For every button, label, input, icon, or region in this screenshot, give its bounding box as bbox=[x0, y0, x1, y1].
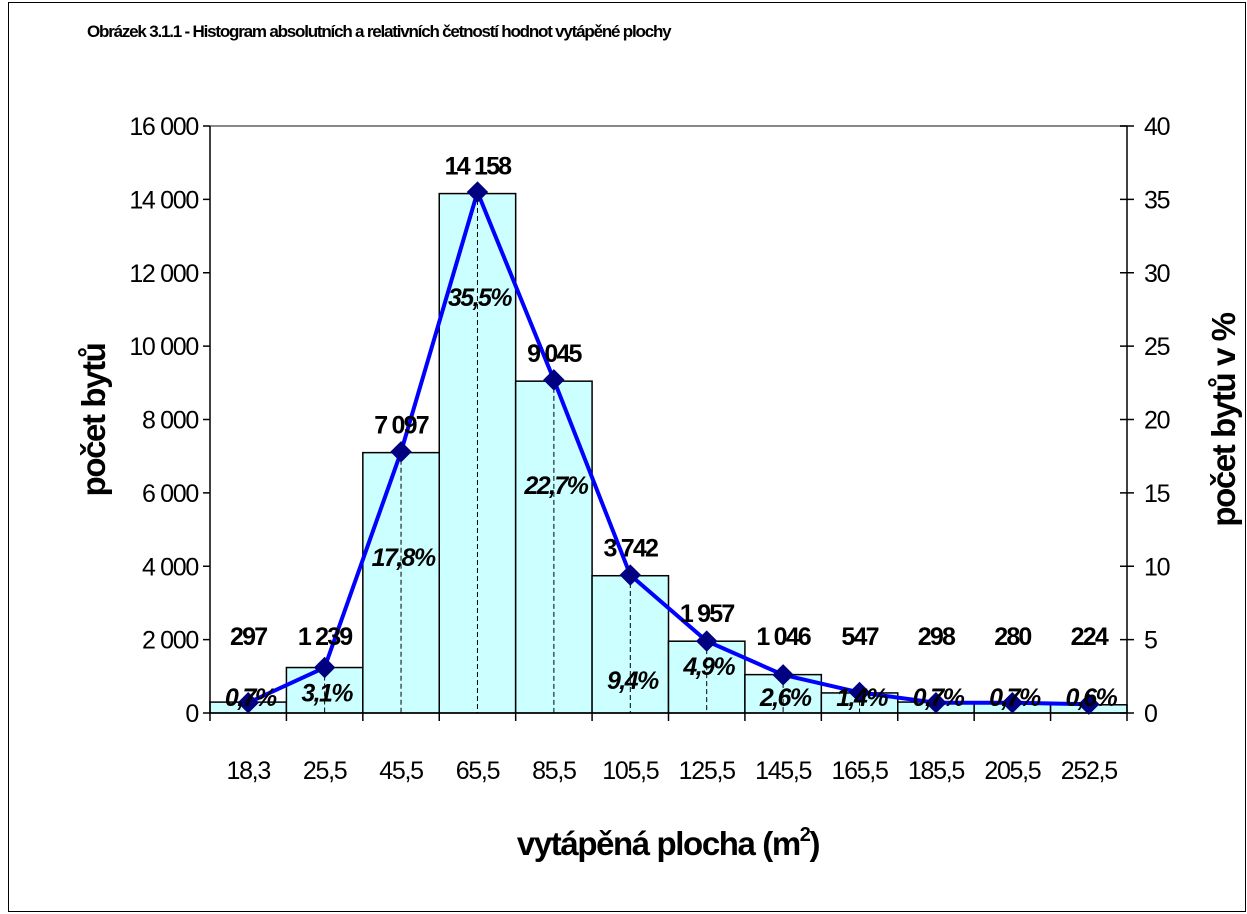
percent-marker-3 bbox=[466, 181, 489, 203]
y2-tick-label-8: 40 bbox=[1144, 113, 1170, 141]
percent-label-7: 2,6% bbox=[759, 684, 812, 712]
percent-label-9: 0,7% bbox=[913, 684, 965, 712]
count-label-6: 1 957 bbox=[680, 600, 734, 628]
count-label-7: 1 046 bbox=[756, 623, 810, 651]
x-axis-title-main: vytápěná plocha (m bbox=[517, 825, 800, 862]
x-axis-title-sup: 2 bbox=[800, 824, 811, 846]
count-label-9: 298 bbox=[918, 623, 956, 651]
percent-label-4: 22,7% bbox=[523, 472, 588, 500]
count-label-5: 3 742 bbox=[604, 535, 658, 563]
chart-title: Obrázek 3.1.1 - Histogram absolutních a … bbox=[87, 22, 672, 41]
y-tick-label-4: 8 000 bbox=[142, 407, 198, 435]
count-label-3: 14 158 bbox=[445, 153, 513, 181]
percent-marker-8 bbox=[848, 681, 871, 704]
y2-tick-label-7: 35 bbox=[1144, 186, 1170, 214]
percent-label-3: 35,5% bbox=[448, 284, 512, 312]
percent-marker-10 bbox=[1001, 692, 1024, 714]
percent-label-0: 0,7% bbox=[225, 684, 277, 712]
y2-tick-label-2: 10 bbox=[1144, 553, 1170, 581]
percent-marker-9 bbox=[925, 692, 947, 714]
percent-label-6: 4,9% bbox=[682, 653, 735, 681]
count-label-4: 9 045 bbox=[527, 340, 582, 368]
count-label-2: 7 097 bbox=[374, 412, 428, 440]
x-tick-label-6: 125,5 bbox=[679, 757, 735, 785]
y2-tick-label-5: 25 bbox=[1144, 333, 1170, 361]
y-tick-label-1: 2 000 bbox=[142, 627, 198, 655]
percent-marker-11 bbox=[1078, 693, 1100, 715]
x-tick-label-0: 18,3 bbox=[226, 757, 270, 785]
count-label-11: 224 bbox=[1071, 623, 1109, 651]
y-tick-label-7: 14 000 bbox=[129, 186, 198, 214]
y-tick-label-5: 10 000 bbox=[129, 333, 198, 361]
labels-layer: 297 1 239 7 097 14 158 9 045 3 742 1 957 1 046 5… bbox=[225, 153, 1119, 712]
x-tick-label-4: 85,5 bbox=[532, 757, 576, 785]
y2-tick-label-0: 0 bbox=[1144, 700, 1157, 728]
percent-marker-7 bbox=[772, 664, 794, 686]
x-tick-label-5: 105,5 bbox=[602, 757, 658, 785]
y-tick-label-6: 12 000 bbox=[129, 260, 198, 288]
count-label-1: 1 239 bbox=[298, 623, 352, 651]
x-tick-label-2: 45,5 bbox=[379, 757, 423, 785]
x-tick-label-10: 205,5 bbox=[984, 757, 1040, 785]
percent-label-1: 3,1% bbox=[301, 680, 353, 708]
y-axis-title: počet bytů bbox=[75, 344, 112, 497]
percent-line bbox=[247, 190, 1089, 707]
count-label-8: 547 bbox=[841, 623, 878, 651]
y2-tick-label-1: 5 bbox=[1144, 627, 1157, 655]
y-tick-label-8: 16 000 bbox=[129, 113, 198, 141]
x-tick-label-8: 165,5 bbox=[832, 757, 888, 785]
y-tick-label-3: 6 000 bbox=[142, 480, 198, 508]
percent-label-5: 9,4% bbox=[607, 667, 659, 695]
percent-label-2: 17,8% bbox=[372, 544, 436, 572]
percent-label-10: 0,7% bbox=[989, 684, 1041, 712]
percent-marker-2 bbox=[390, 441, 412, 463]
chart-frame bbox=[8, 2, 1246, 912]
x-axis-title-tail: ) bbox=[810, 825, 820, 862]
y2-tick-label-4: 20 bbox=[1144, 407, 1170, 435]
line-layer bbox=[237, 181, 1100, 715]
x-axis-title: vytápěná plocha (m2) bbox=[517, 824, 820, 862]
axes-layer: 0 2 000 4 000 6 000 8 000 10 000 12 000 14 000 1… bbox=[129, 113, 1171, 785]
percent-marker-6 bbox=[696, 630, 718, 652]
x-tick-label-9: 185,5 bbox=[908, 757, 964, 785]
count-label-10: 280 bbox=[994, 623, 1031, 651]
y2-tick-label-6: 30 bbox=[1144, 260, 1170, 288]
percent-marker-5 bbox=[619, 564, 641, 586]
x-tick-label-7: 145,5 bbox=[755, 757, 811, 785]
y-tick-label-0: 0 bbox=[185, 700, 198, 728]
y-tick-label-2: 4 000 bbox=[142, 553, 198, 581]
percent-label-11: 0,6% bbox=[1065, 684, 1117, 712]
x-tick-label-3: 65,5 bbox=[456, 757, 500, 785]
percent-label-8: 1,4% bbox=[836, 684, 888, 712]
y2-axis-title: počet bytů v % bbox=[1205, 312, 1242, 526]
count-label-0: 297 bbox=[230, 623, 267, 651]
percent-marker-0 bbox=[237, 692, 259, 714]
x-tick-label-1: 25,5 bbox=[303, 757, 347, 785]
percent-marker-1 bbox=[313, 656, 336, 679]
percent-marker-4 bbox=[543, 369, 565, 391]
y2-tick-label-3: 15 bbox=[1144, 480, 1170, 508]
x-tick-label-11: 252,5 bbox=[1061, 757, 1117, 785]
